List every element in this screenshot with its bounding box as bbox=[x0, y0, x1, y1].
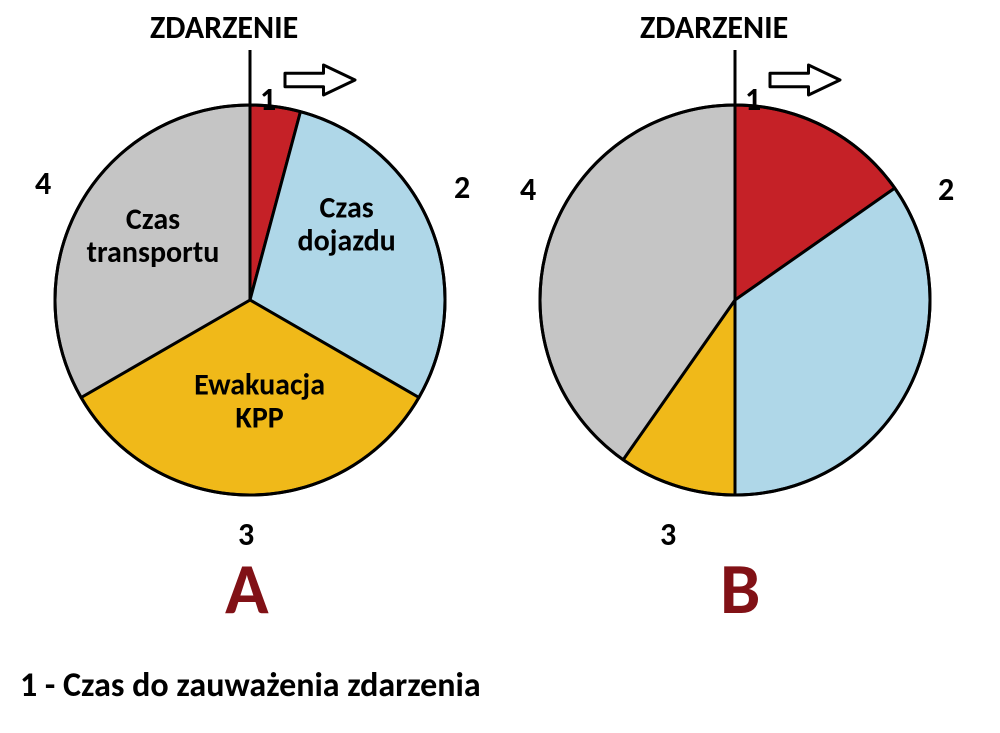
chart-b-title: ZDARZENIE bbox=[640, 8, 788, 47]
chart-a-slice-number-1: 1 bbox=[260, 80, 276, 119]
chart-a-slice-number-3: 3 bbox=[238, 515, 254, 554]
chart-a-slice-number-2: 2 bbox=[454, 168, 470, 207]
chart-a-title: ZDARZENIE bbox=[150, 8, 298, 47]
chart-a-letter: A bbox=[225, 545, 269, 633]
chart-b-slice-number-2: 2 bbox=[938, 170, 954, 209]
chart-b-slice-number-1: 1 bbox=[745, 80, 761, 119]
pie-chart-b bbox=[0, 0, 1000, 733]
chart-b-slice-number-4: 4 bbox=[520, 170, 536, 209]
direction-arrow-icon bbox=[770, 65, 840, 95]
chart-a-slice-number-4: 4 bbox=[35, 164, 51, 203]
chart-b-slice-number-3: 3 bbox=[660, 515, 676, 554]
chart-b-letter: B bbox=[720, 545, 760, 633]
legend-line-1: 1 - Czas do zauważenia zdarzenia bbox=[20, 665, 481, 706]
